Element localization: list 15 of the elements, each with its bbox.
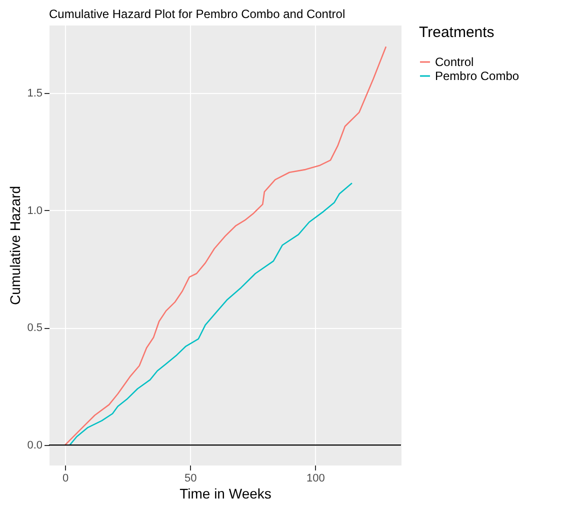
y-tick-label: 0.0 <box>27 440 42 452</box>
y-tick-label: 1.0 <box>27 204 42 217</box>
x-tick-label: 0 <box>62 472 69 484</box>
line-series <box>64 46 387 446</box>
y-tick-label: 0.5 <box>27 322 42 334</box>
line-series <box>69 182 353 446</box>
x-tick-label: 100 <box>306 472 325 484</box>
y-tick-label: 1.5 <box>27 88 42 100</box>
x-axis-title: Time in Weeks <box>180 486 272 502</box>
legend-title: Treatments <box>419 24 494 41</box>
x-tick-label: 50 <box>184 472 197 484</box>
y-axis-title: Cumulative Hazard <box>7 186 24 306</box>
legend-label: Control <box>435 55 474 69</box>
chart-title: Cumulative Hazard Plot for Pembro Combo and Control <box>49 7 346 21</box>
legend-label: Pembro Combo <box>435 69 520 83</box>
